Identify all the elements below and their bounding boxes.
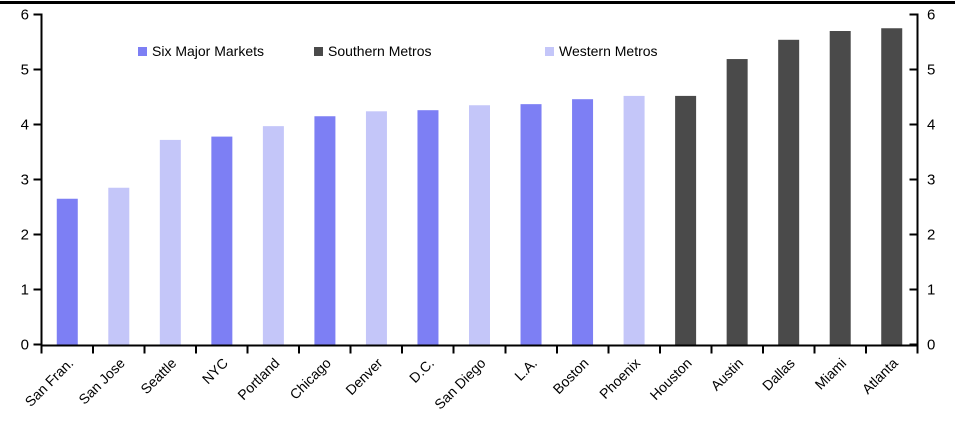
bar-phoenix [623,95,645,345]
x-axis-label-san-fran: San Fran. [22,355,77,410]
legend-label-southern-metros: Southern Metros [328,43,432,59]
x-axis-label-portland: Portland [234,355,282,403]
x-axis-label-seattle: Seattle [137,355,179,397]
bar-chicago [314,116,336,345]
x-axis-label-dallas: Dallas [759,355,798,394]
legend-swatch-six-major-markets [138,46,147,56]
y-axis-label-right-5: 5 [927,62,935,79]
y-axis-label-left-4: 4 [21,117,29,134]
x-axis-label-houston: Houston [647,355,695,403]
y-axis-label-left-3: 3 [21,172,29,189]
y-axis-label-left-6: 6 [21,7,29,24]
x-axis-label-austin: Austin [707,355,746,394]
bar-houston [675,95,697,345]
x-axis-label-phoenix: Phoenix [596,355,643,402]
legend-item-western-metros: Western Metros [545,43,658,59]
y-axis-label-right-1: 1 [927,282,935,299]
legend-swatch-southern-metros [314,46,323,56]
y-axis-label-left-0: 0 [21,337,29,354]
bar-portland [262,126,284,345]
y-axis-label-right-4: 4 [927,117,935,134]
y-axis-label-right-3: 3 [927,172,935,189]
bar-seattle [159,139,181,345]
bar-boston [572,99,594,345]
legend-item-six-major-markets: Six Major Markets [138,43,265,59]
bar-d-c [417,110,439,345]
bar-atlanta [881,28,903,345]
x-axis-label-boston: Boston [550,355,592,397]
bar-san-fran [56,198,78,345]
y-axis-label-left-5: 5 [21,62,29,79]
legend-swatch-western-metros [545,46,554,56]
x-axis-label-chicago: Chicago [286,355,334,403]
legend-item-southern-metros: Southern Metros [314,43,432,59]
y-axis-label-left-1: 1 [21,282,29,299]
bar-san-diego [469,105,490,345]
x-axis-label-miami: Miami [812,355,850,393]
bar-l-a [520,104,542,345]
legend-label-western-metros: Western Metros [559,43,658,59]
legend-label-six-major-markets: Six Major Markets [152,43,265,59]
y-axis-label-left-2: 2 [21,227,29,244]
x-axis-label-nyc: NYC [199,355,231,387]
bar-nyc [211,136,233,345]
x-axis-label-l-a: L.A. [511,355,540,384]
x-axis-label-san-jose: San Jose [75,355,128,408]
x-axis-label-d-c: D.C. [406,355,437,386]
bar-austin [726,59,748,345]
bar-dallas [778,39,800,345]
y-axis-label-right-0: 0 [927,337,935,354]
x-axis-label-atlanta: Atlanta [859,355,901,397]
bar-san-jose [108,187,130,345]
y-axis-label-right-6: 6 [927,7,935,24]
x-axis-label-denver: Denver [342,355,385,398]
y-axis-label-right-2: 2 [927,227,935,244]
bar-denver [365,111,387,345]
bar-miami [829,31,851,345]
x-axis-label-san-diego: San Diego [431,355,489,413]
